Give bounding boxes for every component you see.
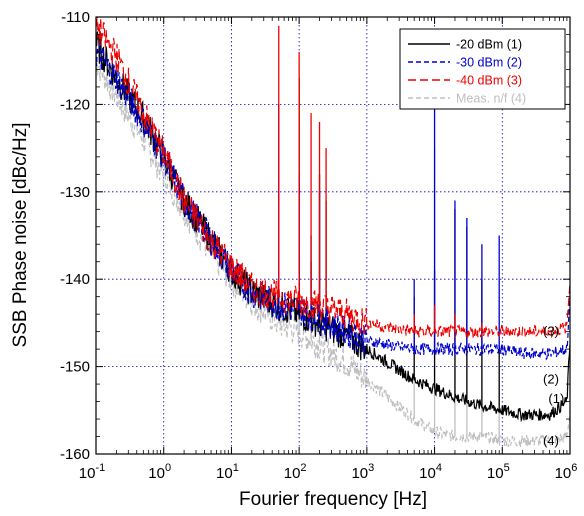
y-tick-label: -160 [60, 446, 90, 463]
x-tick-label: 103 [351, 462, 374, 482]
x-tick-label: 10-1 [79, 462, 105, 482]
series-line [96, 17, 570, 339]
legend-label: -20 dBm (1) [456, 38, 522, 52]
tick-marks [95, 16, 571, 455]
y-tick-label: -150 [60, 359, 90, 376]
y-tick-label: -110 [61, 9, 90, 26]
curve-annotation: (3) [543, 324, 559, 339]
curve-annotation: (1) [548, 391, 564, 406]
plot-frame [95, 16, 571, 455]
legend-label: Meas. n/f (4) [456, 92, 526, 106]
series-line [96, 43, 570, 361]
y-tick-label: -130 [60, 184, 90, 201]
curve-annotation: (2) [543, 372, 559, 387]
series-layer [96, 17, 570, 448]
legend-label: -40 dBm (3) [456, 74, 522, 88]
x-tick-label: 102 [284, 462, 307, 482]
x-axis-title: Fourier frequency [Hz] [239, 489, 427, 510]
x-tick-label: 104 [419, 462, 442, 482]
tick-labels: 10-1 100 101 102 103 104 105 106 -110 -120 -130 -14… [60, 9, 577, 482]
legend-box [399, 28, 566, 110]
x-tick-label: 100 [148, 462, 171, 482]
y-axis-title: SSB Phase noise [dBc/Hz] [10, 123, 31, 348]
y-tick-label: -140 [60, 271, 90, 288]
x-tick-label: 105 [487, 462, 510, 482]
x-tick-label: 101 [216, 462, 239, 482]
annotations: (3) (2) (1) (4) [543, 324, 564, 448]
legend-label: -30 dBm (2) [456, 56, 522, 70]
legend: -20 dBm (1) -30 dBm (2) -40 dBm (3) Meas. n… [399, 28, 566, 110]
curve-annotation: (4) [543, 433, 559, 448]
y-tick-label: -120 [60, 96, 90, 113]
x-tick-label: 106 [555, 462, 578, 482]
